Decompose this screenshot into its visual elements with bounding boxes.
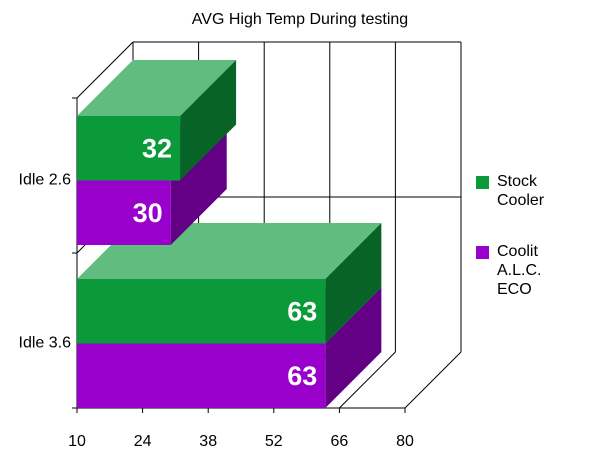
grid-line [404, 351, 462, 409]
x-tick-label: 52 [265, 433, 283, 450]
bar-front [77, 279, 326, 344]
bar-side [325, 223, 382, 344]
wall-edge [76, 41, 134, 99]
x-tick-label: 10 [68, 433, 86, 450]
x-tick-label: 24 [134, 433, 152, 450]
y-tick-label: Idle 3.6 [19, 335, 72, 352]
bar: 32 [77, 60, 237, 181]
bar-front [77, 116, 181, 181]
legend-item: Coolit A.L.C. ECO [476, 242, 542, 299]
chart-title: AVG High Temp During testing [192, 11, 408, 28]
legend-label: Coolit A.L.C. ECO [497, 243, 542, 298]
legend-item: Stock Cooler [476, 172, 544, 210]
bar-side [180, 60, 237, 181]
x-tick-label: 38 [199, 433, 217, 450]
bar-top [77, 60, 237, 116]
value-label: 63 [287, 361, 317, 391]
bar-side [325, 287, 382, 408]
legend-swatch [476, 176, 489, 189]
x-tick-label: 80 [396, 433, 414, 450]
bar-front [77, 343, 326, 408]
value-label: 30 [133, 198, 163, 228]
value-label: 32 [142, 133, 172, 163]
x-tick-label: 66 [331, 433, 349, 450]
value-label: 63 [287, 296, 317, 326]
bar-front [77, 180, 171, 245]
grid-line [339, 351, 396, 409]
y-tick-label: Idle 2.6 [19, 172, 72, 189]
bar-side [170, 124, 227, 245]
legend-label: Stock Cooler [497, 173, 545, 209]
legend-swatch [476, 246, 489, 259]
